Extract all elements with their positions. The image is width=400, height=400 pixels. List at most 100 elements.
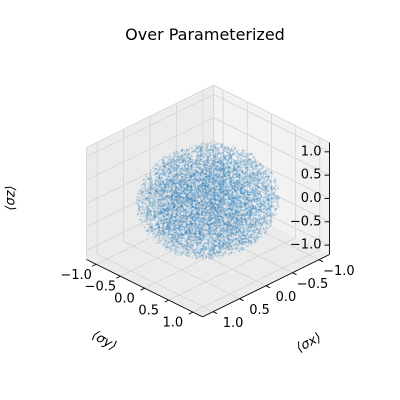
- scatter-point: [246, 203, 249, 206]
- scatter-point: [152, 233, 155, 235]
- scatter-point: [194, 239, 197, 241]
- scatter-point: [264, 222, 266, 225]
- scatter-point: [221, 163, 224, 166]
- scatter-point: [263, 195, 265, 198]
- scatter-point: [240, 188, 243, 191]
- scatter-point: [173, 202, 176, 205]
- scatter-point: [172, 234, 174, 237]
- scatter-point: [227, 171, 230, 174]
- scatter-point: [221, 164, 223, 167]
- scatter-point: [203, 174, 205, 177]
- scatter-point: [189, 242, 192, 245]
- scatter-point: [178, 189, 180, 192]
- scatter-point: [141, 218, 144, 221]
- scatter-point: [158, 242, 161, 244]
- scatter-point: [248, 177, 251, 180]
- scatter-point: [196, 185, 199, 187]
- scatter-point: [230, 188, 233, 191]
- scatter-point: [228, 216, 231, 218]
- scatter-point: [194, 238, 196, 241]
- y-tick-label: 0.0: [114, 292, 135, 307]
- scatter-point: [162, 181, 164, 184]
- scatter-point: [174, 152, 177, 155]
- scatter-point: [211, 241, 214, 244]
- scatter-point: [193, 149, 195, 152]
- scatter-point: [201, 142, 203, 145]
- scatter-point: [196, 166, 199, 169]
- scatter-point: [197, 209, 200, 212]
- scatter-point: [188, 172, 191, 175]
- scatter-point: [170, 165, 172, 168]
- scatter-point: [269, 193, 272, 196]
- scatter-point: [181, 224, 184, 227]
- grid-line-y-floor: [95, 201, 224, 265]
- scatter-point: [269, 179, 271, 182]
- scatter-point: [193, 241, 196, 244]
- scatter-point: [178, 165, 181, 168]
- scatter-point: [176, 192, 179, 194]
- scatter-point: [162, 197, 165, 200]
- scatter-point: [163, 217, 165, 220]
- scatter-point: [250, 210, 253, 213]
- scatter-point: [173, 196, 176, 199]
- scatter-point: [141, 206, 144, 208]
- y-tick-mark: [116, 275, 121, 279]
- scatter-point: [269, 180, 272, 183]
- scatter-point: [243, 217, 246, 220]
- scatter-point: [248, 154, 251, 156]
- scatter-point: [197, 155, 200, 158]
- scatter-point: [218, 197, 221, 200]
- scatter-point: [154, 168, 157, 170]
- scatter-point: [213, 177, 216, 180]
- scatter-point: [270, 218, 273, 221]
- scatter-point: [142, 190, 144, 193]
- scatter-point: [224, 217, 226, 220]
- scatter-point: [204, 186, 207, 189]
- scatter-point: [268, 206, 271, 209]
- scatter-point: [204, 192, 207, 195]
- scatter-point: [179, 178, 182, 181]
- scatter-point: [154, 168, 157, 171]
- scatter-point: [193, 218, 196, 221]
- scatter-point: [236, 214, 239, 217]
- scatter-point: [236, 204, 239, 207]
- scatter-point: [140, 224, 143, 227]
- scatter-point: [221, 222, 224, 225]
- scatter-point: [276, 198, 279, 201]
- scatter-point: [263, 196, 266, 199]
- scatter-point: [249, 223, 252, 225]
- scatter-point: [186, 149, 188, 152]
- scatter-point: [185, 204, 188, 207]
- scatter-point: [212, 227, 214, 230]
- scatter-point: [155, 190, 158, 192]
- scatter-point: [218, 243, 221, 246]
- scatter-point: [214, 233, 216, 236]
- scatter-point: [143, 209, 146, 212]
- scatter-point: [222, 243, 225, 246]
- scatter-point: [146, 209, 149, 212]
- scatter-point: [237, 234, 240, 236]
- scatter-point: [267, 195, 270, 198]
- z-tick-label: −1.0: [290, 238, 322, 253]
- scatter-point: [249, 208, 252, 211]
- scatter-point: [176, 213, 179, 216]
- scatter-point: [163, 216, 166, 218]
- scatter-point: [201, 248, 204, 251]
- scatter-point: [160, 239, 163, 242]
- scatter-point: [229, 226, 232, 228]
- scatter-point: [236, 211, 239, 213]
- scatter-point: [248, 205, 251, 207]
- scatter-point: [240, 171, 243, 173]
- scatter-point: [176, 243, 179, 246]
- scatter-point: [198, 207, 201, 210]
- scatter-point: [217, 216, 220, 218]
- scatter-point: [147, 191, 150, 194]
- grid-line-z-wall-y: [86, 164, 214, 228]
- scatter-point: [243, 217, 245, 220]
- scatter-point: [213, 198, 216, 201]
- scatter-point: [246, 186, 249, 189]
- scatter-point: [196, 146, 199, 149]
- scatter-point: [178, 226, 181, 229]
- scatter-point: [193, 175, 196, 178]
